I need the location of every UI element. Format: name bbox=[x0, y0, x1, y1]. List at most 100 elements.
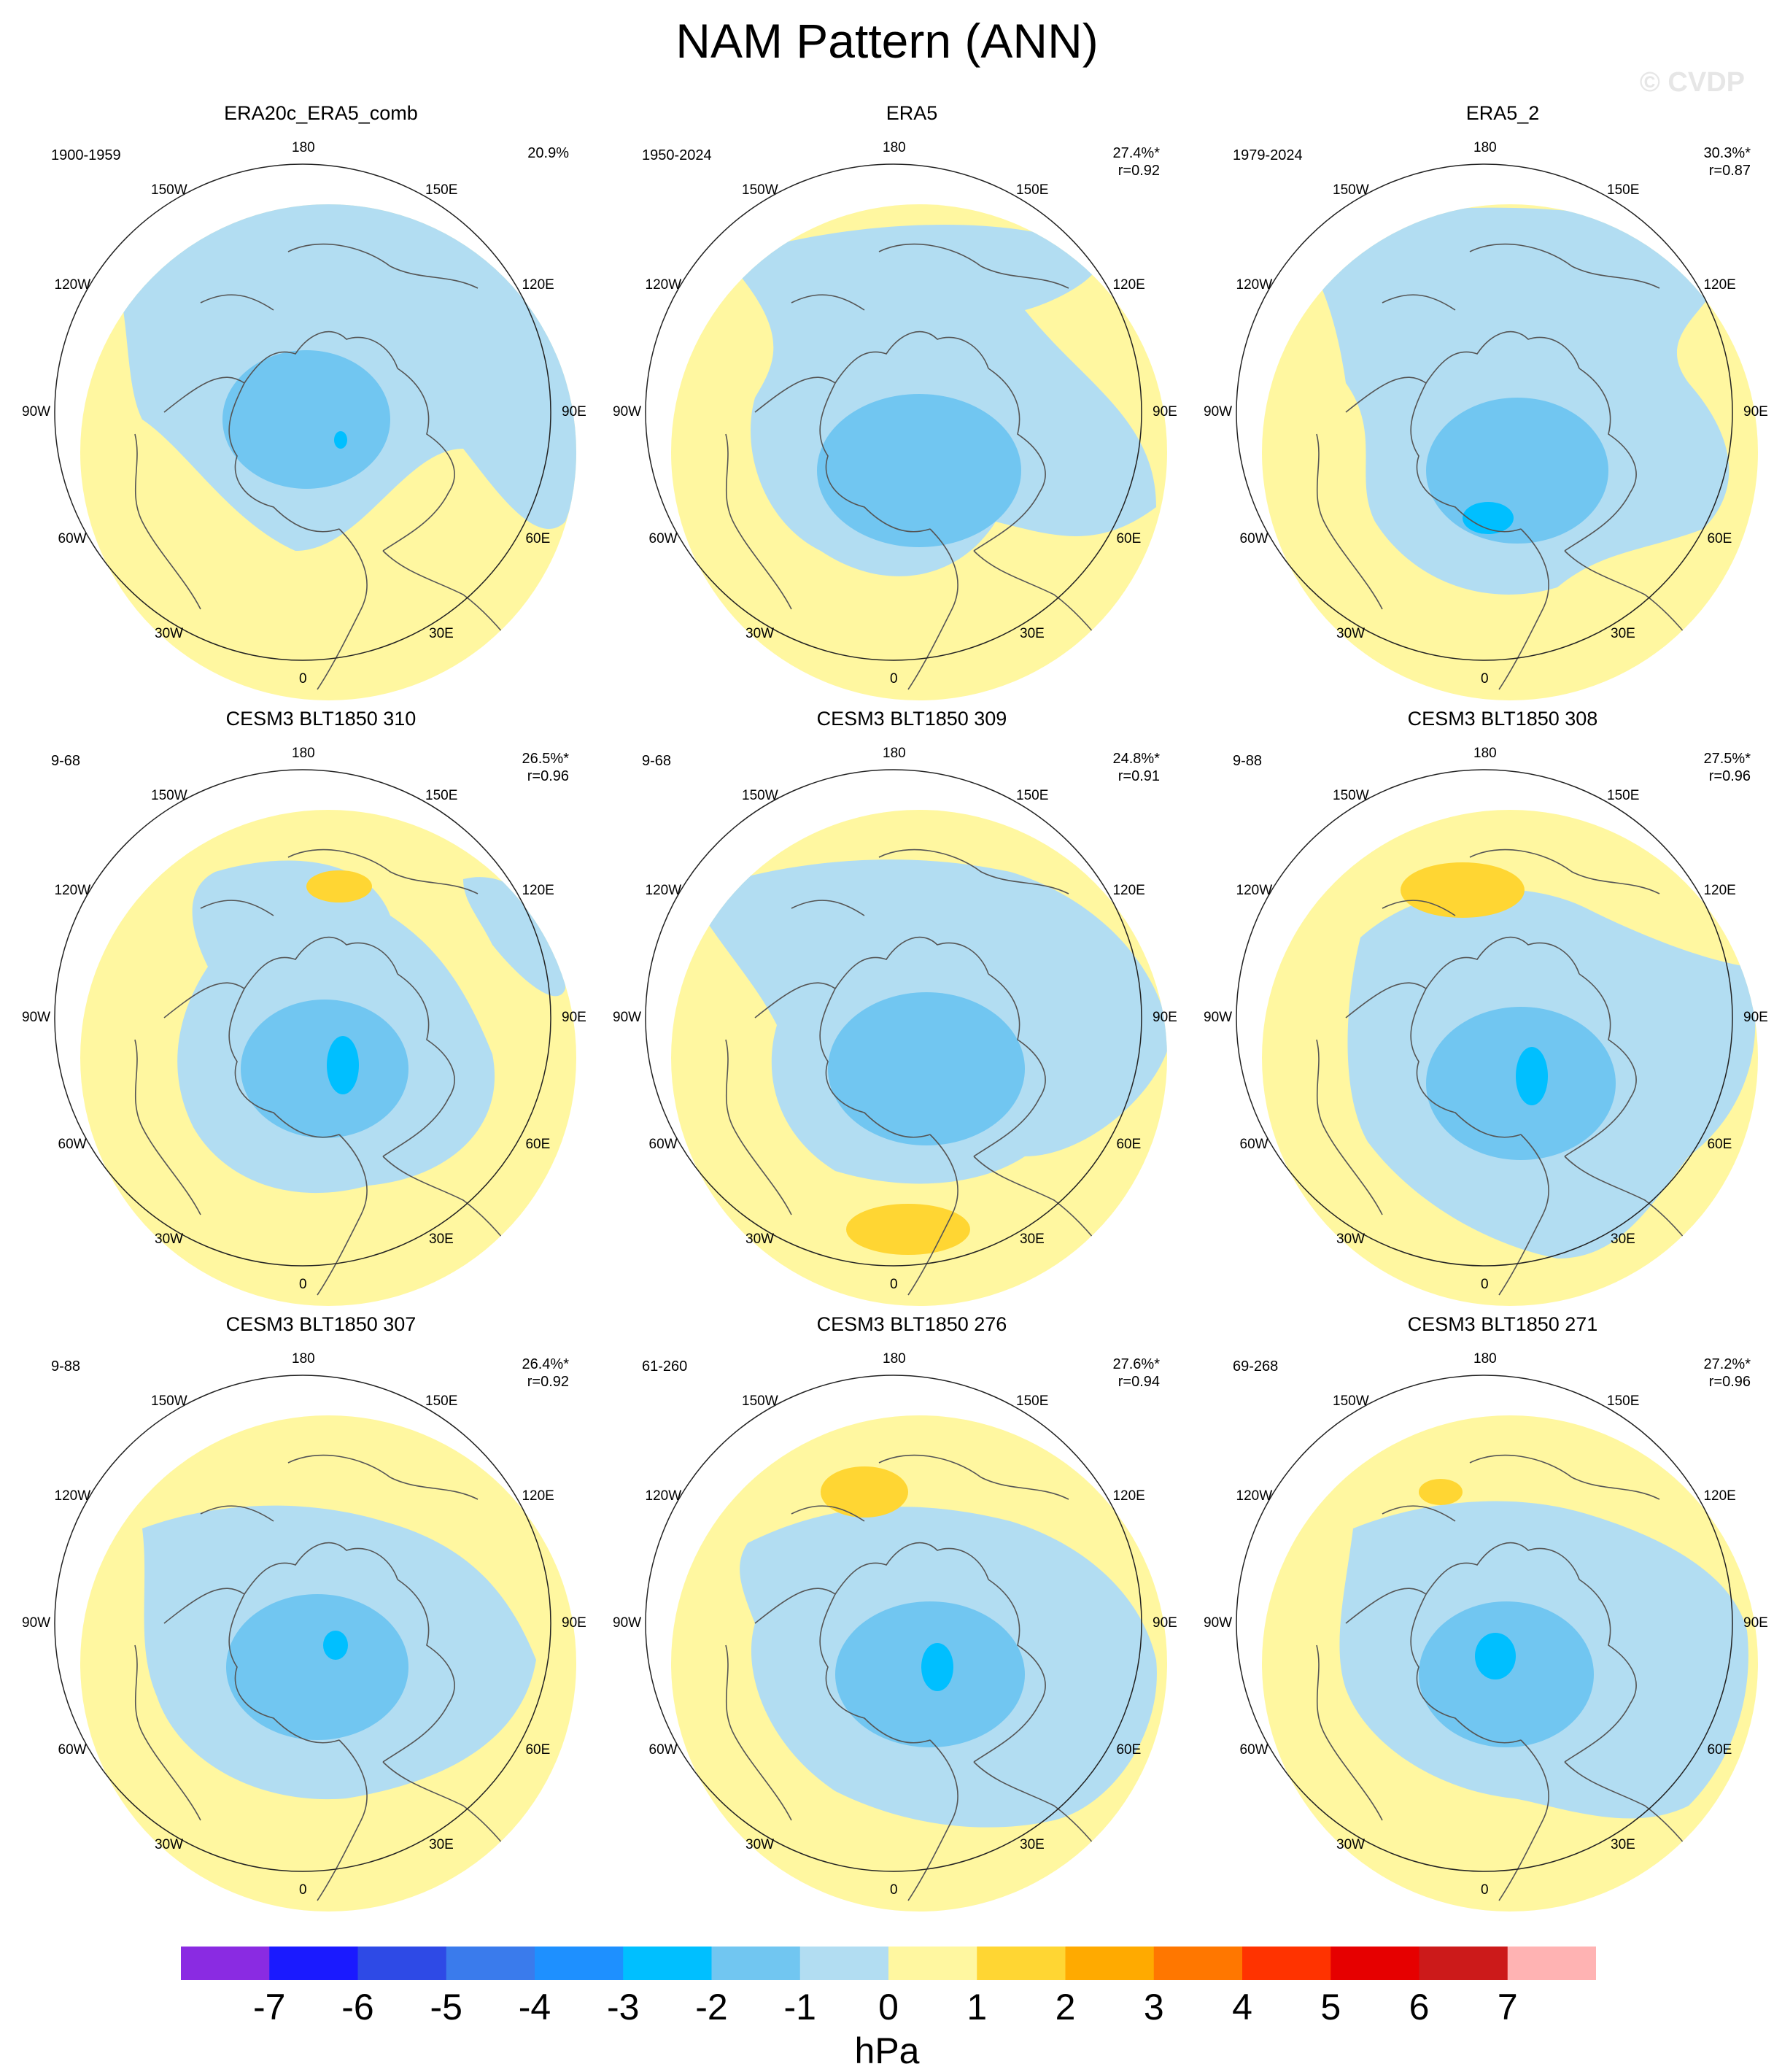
colorbar-tick-label: -4 bbox=[518, 1987, 551, 2027]
longitude-label: 60E bbox=[1707, 531, 1732, 546]
longitude-label: 30W bbox=[1336, 1837, 1366, 1853]
contour-region bbox=[226, 1594, 408, 1740]
coastline bbox=[754, 936, 989, 1018]
longitude-label: 90W bbox=[1204, 1615, 1233, 1631]
colorbar-units: hPa bbox=[854, 2030, 920, 2071]
longitude-label: 150W bbox=[151, 182, 187, 198]
longitude-label: 30E bbox=[1611, 626, 1635, 642]
longitude-label: 120E bbox=[522, 1488, 554, 1504]
polar-map bbox=[54, 769, 576, 1306]
polar-map bbox=[1236, 769, 1758, 1306]
panel-variance: 30.3%* bbox=[1703, 145, 1751, 161]
longitude-label: 30E bbox=[1020, 626, 1045, 642]
coastline bbox=[200, 294, 274, 311]
panel-correlation: r=0.96 bbox=[1708, 768, 1751, 784]
colorbar-box bbox=[1330, 1947, 1419, 1980]
longitude-label: 120E bbox=[1703, 277, 1736, 293]
longitude-label: 60E bbox=[1707, 1137, 1732, 1152]
coastline bbox=[134, 433, 201, 610]
coastline bbox=[725, 433, 792, 610]
coastline bbox=[791, 1505, 865, 1522]
longitude-label: 120E bbox=[1112, 883, 1145, 898]
longitude-label: 150E bbox=[425, 182, 458, 198]
panel-title: ERA20c_ERA5_comb bbox=[224, 102, 418, 124]
longitude-label: 150W bbox=[151, 1393, 187, 1409]
panel-variance: 27.5%* bbox=[1703, 751, 1751, 767]
colorbar-tick-label: 5 bbox=[1320, 1987, 1341, 2027]
coastline bbox=[1469, 848, 1660, 894]
longitude-label: 150E bbox=[1016, 182, 1049, 198]
longitude-label: 90W bbox=[1204, 404, 1233, 420]
contour-region bbox=[241, 1000, 408, 1138]
coastline bbox=[1345, 1542, 1580, 1624]
panel-variance: 26.5%* bbox=[522, 751, 570, 767]
longitude-label: 60W bbox=[58, 1137, 87, 1152]
longitude-label: 150E bbox=[1016, 1393, 1049, 1409]
colorbar-box bbox=[357, 1947, 447, 1980]
longitude-label: 0 bbox=[1481, 1277, 1489, 1292]
panel-stats: 20.9% bbox=[527, 144, 569, 162]
coastline bbox=[1498, 528, 1549, 690]
map-panel: ERA5_2 1979-2024 30.3%* r=0.87 180 150E 120E 90… bbox=[1204, 102, 1774, 700]
coastline bbox=[973, 1579, 1046, 1763]
colorbar-box bbox=[535, 1947, 624, 1980]
longitude-label: 30W bbox=[745, 626, 775, 642]
panel-title: ERA5 bbox=[886, 102, 938, 124]
map-panel: CESM3 BLT1850 276 61-260 27.6%* r=0.94 180 15… bbox=[613, 1313, 1204, 1911]
panel-correlation: r=0.92 bbox=[527, 1374, 569, 1390]
panel-period: 61-260 bbox=[642, 1358, 688, 1375]
coastline bbox=[200, 1505, 274, 1522]
coastline bbox=[973, 368, 1046, 552]
map-panel: ERA20c_ERA5_comb 1900-1959 20.9% 180 150E 120… bbox=[22, 102, 613, 700]
longitude-label: 90E bbox=[1743, 1615, 1768, 1631]
coastline bbox=[228, 988, 340, 1138]
contour-region bbox=[1401, 862, 1525, 918]
longitude-label: 180 bbox=[883, 1351, 906, 1366]
longitude-label: 30W bbox=[1336, 1232, 1366, 1248]
panel-variance: 26.4%* bbox=[522, 1356, 570, 1372]
longitude-label: 150E bbox=[425, 787, 458, 803]
longitude-label: 90E bbox=[1743, 404, 1768, 420]
coastline bbox=[907, 1134, 958, 1296]
map-boundary bbox=[645, 769, 1142, 1267]
longitude-label: 120W bbox=[645, 1488, 682, 1504]
longitude-label: 90W bbox=[613, 404, 642, 420]
coastline bbox=[1316, 1039, 1383, 1215]
coastline bbox=[1410, 1593, 1522, 1744]
coastline bbox=[1382, 294, 1456, 311]
longitude-label: 60W bbox=[648, 531, 678, 546]
longitude-label: 60E bbox=[1116, 531, 1142, 546]
longitude-label: 30E bbox=[429, 626, 454, 642]
longitude-label: 90E bbox=[562, 1010, 586, 1025]
panel-variance: 20.9% bbox=[527, 145, 569, 161]
longitude-label: 30W bbox=[1336, 626, 1366, 642]
panel-correlation: r=0.91 bbox=[1118, 768, 1160, 784]
polar-map bbox=[645, 769, 1167, 1306]
longitude-label: 60E bbox=[525, 531, 551, 546]
contour-region bbox=[828, 992, 1025, 1145]
colorbar-box bbox=[1153, 1947, 1243, 1980]
contour-region bbox=[1426, 398, 1608, 544]
longitude-label: 30W bbox=[155, 626, 184, 642]
panel-stats: 27.4%* r=0.92 bbox=[1113, 144, 1161, 179]
longitude-label: 120W bbox=[1236, 1488, 1273, 1504]
colorbar-box bbox=[1242, 1947, 1331, 1980]
coastline bbox=[163, 936, 398, 1018]
longitude-label: 30E bbox=[1020, 1837, 1045, 1853]
longitude-label: 0 bbox=[890, 1882, 898, 1898]
panel-period: 1900-1959 bbox=[51, 147, 121, 163]
panel-title: ERA5_2 bbox=[1465, 102, 1540, 124]
longitude-label: 150W bbox=[742, 787, 778, 803]
panel-stats: 27.2%* r=0.96 bbox=[1704, 1356, 1751, 1391]
colorbar-tick-label: -5 bbox=[430, 1987, 462, 2027]
panel-period: 69-268 bbox=[1233, 1358, 1279, 1375]
panel-stats: 26.4%* r=0.92 bbox=[522, 1356, 570, 1391]
polar-map bbox=[54, 163, 576, 700]
contour-region bbox=[323, 1631, 348, 1660]
longitude-label: 150W bbox=[151, 787, 187, 803]
panel-correlation: r=0.96 bbox=[527, 768, 569, 784]
longitude-label: 150E bbox=[1607, 182, 1640, 198]
colorbar-tick-label: 3 bbox=[1143, 1987, 1164, 2027]
longitude-label: 0 bbox=[890, 1277, 898, 1292]
longitude-label: 30E bbox=[429, 1232, 454, 1248]
